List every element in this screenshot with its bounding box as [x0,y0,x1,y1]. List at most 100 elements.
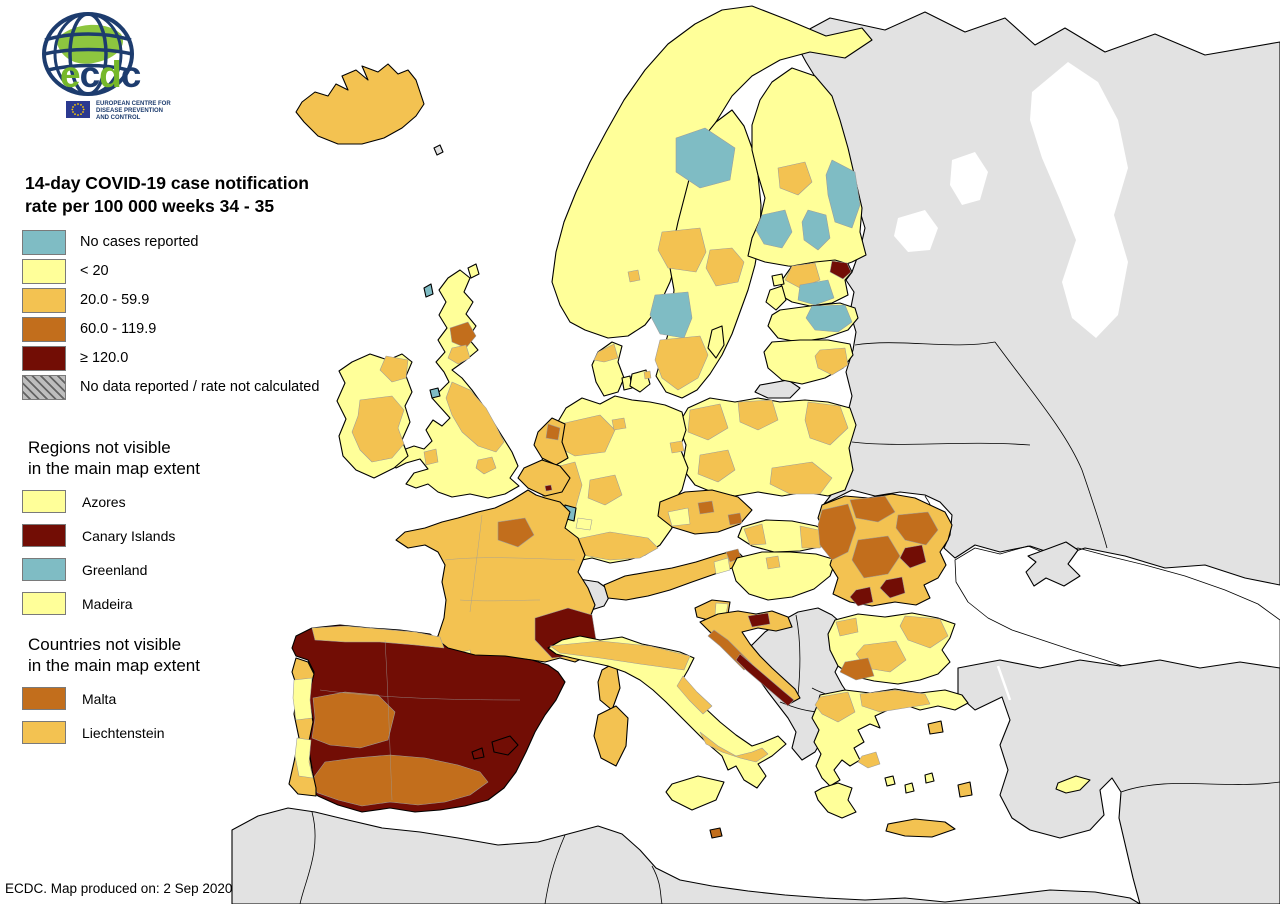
country-ireland [336,353,413,479]
region-norway-oslo [627,269,641,283]
region-denmark-funen [621,375,633,391]
region-portugal-alentejo [294,737,314,779]
region-poland-northwest [687,403,729,441]
legend-label: No data reported / rate not calculated [80,379,320,395]
region-finland-central [777,161,813,196]
swatch-greenland [22,558,66,581]
region-item-greenland: Greenland [22,558,200,581]
region-sweden-skane [654,335,709,391]
countries-heading: Countries not visible in the main map ex… [28,635,200,675]
region-uk-tayside [447,344,471,365]
region-romania-red-3 [849,586,874,607]
border-syria [1120,781,1280,793]
countries-not-visible-section: Countries not visible in the main map ex… [22,634,200,744]
country-portugal [288,657,317,797]
region-austria-burgenland [713,557,731,575]
region-spain-mallorca [491,735,519,756]
border-morocco-algeria [299,811,316,904]
legend-item-ge120: ≥ 120.0 [22,345,319,371]
region-uk-london [475,456,497,475]
region-spain-andalusia [307,754,489,807]
region-ireland-midlands [351,395,405,463]
country-bulgaria [827,612,956,685]
region-poland-south [769,461,833,495]
swatch-madeira [22,592,66,615]
country-denmark [591,341,652,397]
region-germany-berlin [669,440,685,454]
country-cyprus [1055,775,1091,794]
region-greece-north [859,689,931,713]
region-estonia-central [797,279,835,306]
region-finland-southeast [801,209,831,251]
legend-label: No cases reported [80,234,199,250]
map-production-note: ECDC. Map produced on: 2 Sep 2020 [5,881,233,896]
region-uk-isle-of-man [429,387,441,399]
country-belgium [517,459,571,497]
region-lithuania-east [814,347,849,376]
region-germany-hamburg [611,417,627,431]
legend-item-20-59: 20.0 - 59.9 [22,287,319,313]
country-sweden [649,109,762,399]
swatch-liechtenstein [22,721,66,744]
swatch-malta [22,687,66,710]
ecdc-logo: ecdc EUROPEAN CENTRE FOR DISEASE PREVENT… [18,6,228,126]
region-sweden-gavleborg [657,227,707,273]
legend-item-no-data: No data reported / rate not calculated [22,374,319,400]
region-item-canary-islands: Canary Islands [22,524,200,547]
country-malta [709,827,723,839]
ecdc-wordmark: ecdc [60,54,141,95]
land-north-africa [231,807,1141,904]
region-item-azores: Azores [22,490,200,513]
legend-swatch-lt20 [22,258,66,284]
region-greece-peloponnese [814,782,857,819]
region-uk-shetland [467,263,480,279]
region-uk-wales-spot [423,448,439,466]
region-france-ile-de-france [497,517,535,548]
country-croatia [699,610,801,707]
faroe-islands [433,144,444,156]
ecdc-org-name: EUROPEAN CENTRE FOR DISEASE PREVENTION A… [96,101,171,121]
region-romania-red-1 [899,544,927,569]
region-greece-northwest [814,691,856,723]
region-romania-north [849,495,896,523]
region-czechia-southeast [727,512,743,526]
region-germany-saarland [575,517,593,531]
country-estonia [765,259,853,311]
region-poland-southwest [697,449,736,483]
region-uk-north-england [445,381,505,453]
region-sweden-gotland [707,325,725,359]
country-lithuania [763,339,854,385]
region-netherlands-amsterdam [545,423,561,441]
legend-item-no-cases: No cases reported [22,229,319,255]
border-belarus-ukraine [851,441,1031,446]
region-greece-cyclades-3 [924,772,935,784]
border-ukraine-russia [994,341,1108,549]
legend-swatch-no-cases [22,229,66,255]
region-poland-east [804,401,849,446]
region-romania-red-2 [879,576,906,599]
region-italy-north [549,640,691,671]
region-greece-attica [857,751,881,769]
country-uk [388,263,520,499]
country-slovakia [737,519,835,553]
region-bulgaria-northwest [835,617,859,637]
region-bulgaria-northeast [899,615,949,649]
regions-not-visible-section: Regions not visible in the main map exte… [22,437,200,615]
lake-ladoga [894,210,938,252]
region-czechia-prague [697,500,715,515]
legend-swatch-20-59 [22,287,66,313]
legend-item-60-119: 60.0 - 119.9 [22,316,319,342]
crimea [1025,541,1081,587]
region-italy-marche-abruzzo [676,675,713,715]
region-uk-outer-hebrides [423,283,434,298]
france-region-borders [444,514,576,613]
region-italy-campania-puglia [699,731,769,763]
country-item-malta: Malta [22,687,200,710]
regions-heading: Regions not visible in the main map exte… [28,438,200,478]
region-czechia-southwest [667,507,691,527]
region-greece-cyclades-1 [884,775,896,787]
country-spain [291,624,566,813]
region-croatia-slavonia-spot [747,612,771,628]
region-croatia-dalmatia [735,653,795,707]
